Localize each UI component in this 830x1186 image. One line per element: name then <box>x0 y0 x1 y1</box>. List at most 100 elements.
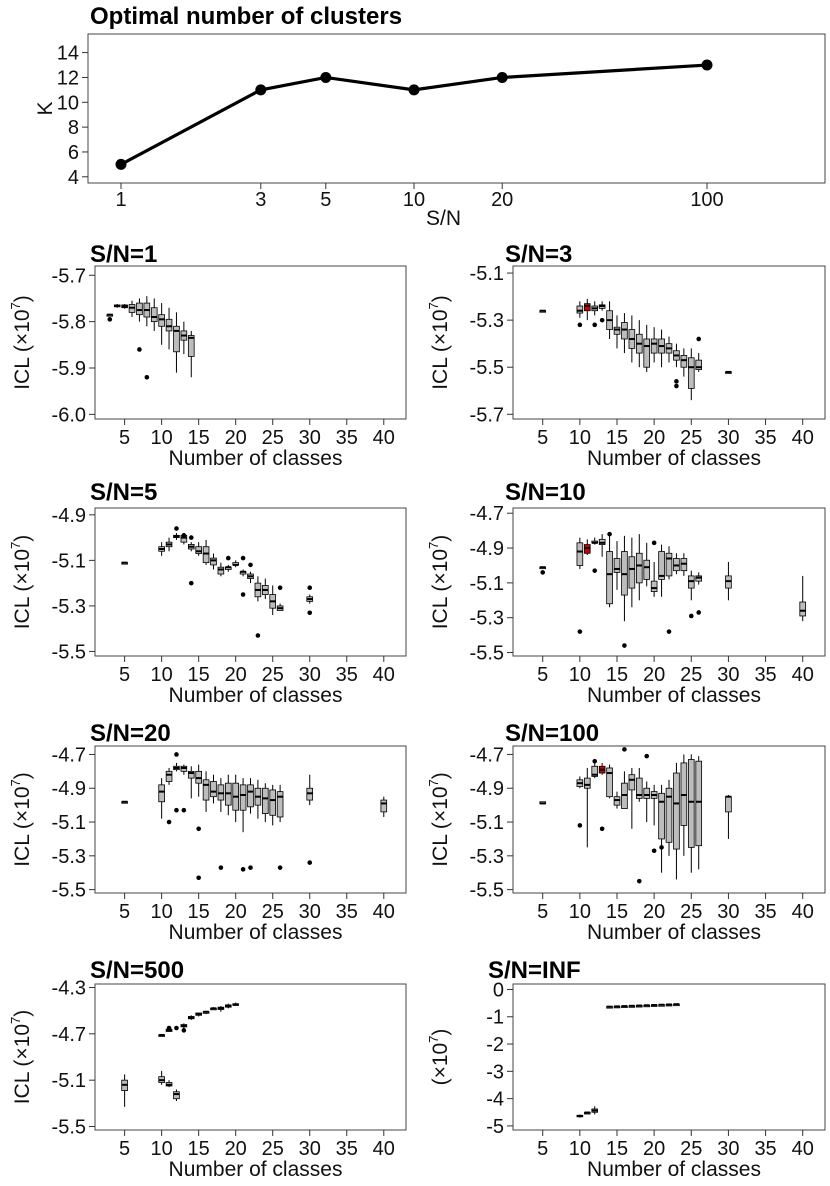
plot-frame <box>512 507 826 657</box>
outlier-point <box>174 807 179 813</box>
box-body <box>643 787 651 799</box>
box-body <box>591 765 599 777</box>
box <box>725 561 732 601</box>
y-axis-label-suffix: ) <box>11 1010 34 1017</box>
box <box>635 534 643 601</box>
x-tick-label: 10 <box>569 901 591 923</box>
box <box>165 767 173 825</box>
y-axis-label-exponent: 7 <box>426 542 441 549</box>
outlier-point <box>540 570 546 575</box>
y-axis-label-exponent: 7 <box>8 302 23 309</box>
outlier-point <box>188 580 194 586</box>
y-tick-label: -4.9 <box>52 778 86 800</box>
box-body <box>665 552 673 577</box>
box-body <box>695 359 703 370</box>
x-tick-label: 25 <box>262 901 284 923</box>
y-tick-label: -5.7 <box>52 265 86 287</box>
y-axis-label-exponent: 7 <box>426 302 441 309</box>
box <box>165 1025 173 1088</box>
box-body <box>239 784 247 811</box>
box <box>643 753 651 823</box>
box <box>621 313 628 354</box>
panel-title: S/N=100 <box>505 720 599 747</box>
box-body <box>187 335 195 357</box>
box <box>180 321 188 355</box>
outlier-point <box>277 865 283 870</box>
box <box>680 754 688 856</box>
plot-frame <box>94 745 407 894</box>
box <box>673 553 680 575</box>
x-tick-label: 30 <box>717 427 739 449</box>
y-tick-label: -5.1 <box>52 1070 86 1092</box>
panel-sn3: S/N=3 -5.7 -5.5 -5.3 -5.1 5 10 15 20 25 30 35 40 Numb… <box>426 241 826 470</box>
box <box>254 576 262 638</box>
box <box>658 1003 665 1007</box>
y-tick-label: -5.1 <box>470 812 504 834</box>
box <box>158 1070 165 1085</box>
y-tick-label: -5.5 <box>470 357 504 379</box>
x-tick-label: 1 <box>115 189 126 211</box>
box <box>576 301 584 328</box>
box-body <box>576 542 584 566</box>
panel-title: S/N=INF <box>488 957 581 984</box>
box <box>583 1111 591 1115</box>
x-tick-label: 35 <box>754 1138 776 1160</box>
box-body <box>210 557 217 566</box>
x-tick-label: 5 <box>119 427 130 449</box>
box-body <box>583 303 591 312</box>
x-tick-label: 15 <box>188 427 210 449</box>
y-axis-label: ICL (×107) <box>8 535 34 630</box>
box-body <box>673 772 680 850</box>
box <box>635 320 643 368</box>
plot-frame <box>512 745 826 894</box>
box <box>613 791 621 809</box>
box <box>158 1033 165 1037</box>
x-tick-label: 20 <box>643 901 665 923</box>
box <box>165 537 173 552</box>
box <box>598 534 606 557</box>
plot-frame <box>512 265 826 420</box>
x-tick-label: 30 <box>299 901 321 923</box>
box-body <box>210 781 217 798</box>
box <box>158 303 165 345</box>
box <box>650 327 658 363</box>
box <box>643 1004 651 1008</box>
x-tick-label: 5 <box>537 901 548 923</box>
outlier-point <box>196 875 201 881</box>
x-tick-label: 5 <box>537 664 548 686</box>
y-axis-label-exponent: 7 <box>8 542 23 549</box>
box <box>210 1007 217 1011</box>
y-axis-label-text: ICL (×10 <box>11 1024 34 1104</box>
y-tick-label: 12 <box>57 67 79 89</box>
box-body <box>380 799 388 813</box>
x-tick-label: 35 <box>336 427 358 449</box>
outlier-point <box>307 860 313 865</box>
box <box>224 1003 232 1009</box>
outlier-point <box>196 826 201 832</box>
outlier-point <box>644 753 650 759</box>
outlier-point <box>277 585 283 590</box>
box <box>725 795 732 839</box>
outlier-point <box>181 1028 187 1033</box>
box <box>150 298 158 331</box>
box <box>136 298 143 352</box>
x-tick-label: 15 <box>188 664 210 686</box>
box <box>643 542 651 587</box>
panel-title: S/N=10 <box>505 479 586 506</box>
outlier-point <box>307 585 313 590</box>
box <box>187 1015 195 1020</box>
box <box>606 1005 613 1009</box>
x-tick-label: 15 <box>606 427 628 449</box>
box <box>613 315 621 349</box>
y-axis-label-text: ICL (×10 <box>429 786 452 866</box>
x-tick-label: 10 <box>569 427 591 449</box>
series-line <box>120 63 708 166</box>
outlier-point <box>174 752 179 757</box>
x-tick-label: 20 <box>643 664 665 686</box>
y-axis-label-suffix: ) <box>429 295 452 302</box>
box <box>202 539 210 565</box>
box <box>202 771 210 812</box>
y-tick-label: -4.7 <box>52 744 86 766</box>
y-axis-label-exponent: 7 <box>426 779 441 786</box>
panel-title: Optimal number of clusters <box>90 3 402 30</box>
